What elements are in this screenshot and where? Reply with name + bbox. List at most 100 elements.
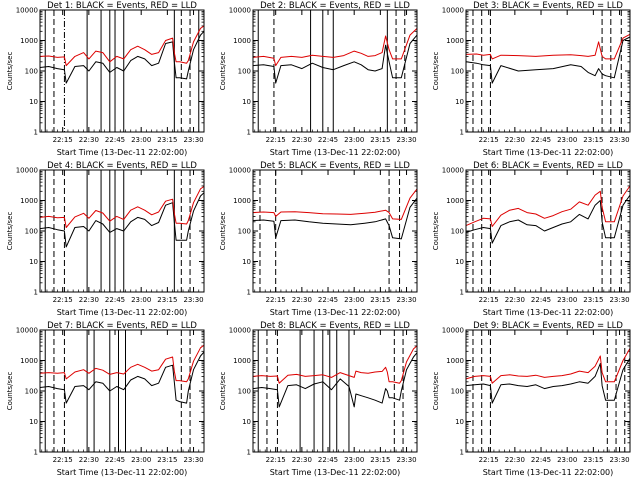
panel-chart-svg: Det 1: BLACK = Events, RED = LLD Counts/s… (6, 1, 205, 157)
x-tick-label: 22:45 (531, 456, 551, 464)
x-tick-label: 23:00 (557, 136, 577, 144)
y-axis-label: Counts/sec (432, 212, 440, 251)
x-tick-label: 22:15 (266, 136, 286, 144)
panel-title: Det 3: BLACK = Events, RED = LLD (473, 1, 623, 11)
panel-chart-svg: Det 7: BLACK = Events, RED = LLD Counts/s… (6, 321, 205, 477)
events-series-line (465, 357, 631, 404)
x-tick-label: 23:15 (370, 456, 390, 464)
x-tick-label: 23:15 (157, 296, 177, 304)
y-tick-label: 1000 (233, 37, 251, 45)
x-axis-label: Start Time (13-Dec-11 22:02:00) (57, 148, 188, 157)
x-tick-label: 22:45 (105, 456, 125, 464)
x-axis-label: Start Time (13-Dec-11 22:02:00) (483, 308, 614, 317)
x-axis-label: Start Time (13-Dec-11 22:02:00) (483, 468, 614, 477)
plot-frame (252, 169, 418, 293)
y-tick-label: 10 (455, 418, 464, 426)
y-tick-label: 10 (242, 98, 251, 106)
lld-series-line (252, 28, 418, 67)
x-tick-label: 23:30 (609, 456, 629, 464)
x-tick-label: 22:30 (79, 136, 99, 144)
x-tick-label: 23:00 (131, 296, 151, 304)
x-tick-label: 22:30 (292, 456, 312, 464)
y-tick-label: 100 (238, 388, 251, 396)
y-tick-label: 100 (25, 228, 38, 236)
x-tick-label: 23:30 (396, 136, 416, 144)
y-tick-label: 1 (247, 129, 251, 137)
plot-frame (39, 169, 205, 293)
y-tick-label: 1000 (20, 37, 38, 45)
events-series-line (252, 197, 418, 240)
y-tick-label: 100 (451, 388, 464, 396)
x-tick-label: 22:30 (505, 456, 525, 464)
x-tick-label: 22:45 (318, 456, 338, 464)
detector-panel-7: Det 7: BLACK = Events, RED = LLD Counts/s… (0, 320, 213, 480)
y-tick-label: 10000 (229, 327, 251, 335)
detector-panel-2: Det 2: BLACK = Events, RED = LLD Counts/s… (213, 0, 426, 160)
lld-series-line (39, 25, 205, 67)
x-tick-label: 23:15 (583, 296, 603, 304)
x-tick-label: 22:15 (479, 136, 499, 144)
x-axis-label: Start Time (13-Dec-11 22:02:00) (270, 148, 401, 157)
plot-frame (465, 329, 631, 453)
events-series-line (39, 192, 205, 248)
y-tick-label: 1 (460, 129, 464, 137)
panel-chart-svg: Det 9: BLACK = Events, RED = LLD Counts/s… (432, 321, 631, 477)
x-tick-label: 22:15 (53, 456, 73, 464)
x-tick-label: 23:00 (557, 296, 577, 304)
panel-title: Det 4: BLACK = Events, RED = LLD (47, 161, 197, 171)
x-tick-label: 22:30 (505, 136, 525, 144)
y-axis-label: Counts/sec (432, 372, 440, 411)
plot-frame (465, 9, 631, 133)
y-axis-label: Counts/sec (6, 212, 14, 251)
x-tick-label: 22:45 (318, 136, 338, 144)
panel-title: Det 6: BLACK = Events, RED = LLD (473, 161, 623, 171)
x-tick-label: 23:00 (344, 296, 364, 304)
detector-panel-5: Det 5: BLACK = Events, RED = LLD Counts/s… (213, 160, 426, 320)
x-tick-label: 23:00 (344, 136, 364, 144)
x-tick-label: 22:30 (79, 456, 99, 464)
y-tick-label: 1000 (446, 37, 464, 45)
y-tick-label: 10 (242, 258, 251, 266)
y-tick-label: 10000 (442, 327, 464, 335)
detector-panel-6: Det 6: BLACK = Events, RED = LLD Counts/s… (426, 160, 639, 320)
y-tick-label: 1000 (233, 357, 251, 365)
y-tick-label: 10000 (229, 167, 251, 175)
y-tick-label: 1000 (446, 197, 464, 205)
x-tick-label: 22:45 (105, 296, 125, 304)
y-tick-label: 100 (451, 68, 464, 76)
panel-title: Det 2: BLACK = Events, RED = LLD (260, 1, 410, 11)
lld-series-line (39, 344, 205, 383)
detector-panel-9: Det 9: BLACK = Events, RED = LLD Counts/s… (426, 320, 639, 480)
x-tick-label: 23:15 (370, 136, 390, 144)
y-axis-label: Counts/sec (219, 212, 227, 251)
x-tick-label: 22:45 (105, 136, 125, 144)
detector-panel-8: Det 8: BLACK = Events, RED = LLD Counts/s… (213, 320, 426, 480)
panel-chart-svg: Det 5: BLACK = Events, RED = LLD Counts/s… (219, 161, 418, 317)
x-tick-label: 23:00 (557, 456, 577, 464)
x-tick-label: 23:15 (583, 136, 603, 144)
x-tick-label: 22:30 (505, 296, 525, 304)
y-tick-label: 10000 (16, 7, 38, 15)
y-tick-label: 100 (238, 68, 251, 76)
x-axis-label: Start Time (13-Dec-11 22:02:00) (270, 308, 401, 317)
y-tick-label: 10000 (16, 327, 38, 335)
x-tick-label: 23:30 (183, 136, 203, 144)
events-series-line (252, 352, 418, 408)
x-axis-label: Start Time (13-Dec-11 22:02:00) (483, 148, 614, 157)
y-tick-label: 10 (29, 418, 38, 426)
panel-title: Det 1: BLACK = Events, RED = LLD (47, 1, 197, 11)
x-tick-label: 22:30 (292, 136, 312, 144)
panel-chart-svg: Det 2: BLACK = Events, RED = LLD Counts/s… (219, 1, 418, 157)
x-axis-label: Start Time (13-Dec-11 22:02:00) (57, 308, 188, 317)
y-tick-label: 1000 (20, 357, 38, 365)
x-tick-label: 22:15 (53, 136, 73, 144)
y-tick-label: 10000 (442, 7, 464, 15)
x-tick-label: 22:15 (479, 296, 499, 304)
plot-frame (252, 9, 418, 133)
y-tick-label: 1 (247, 289, 251, 297)
x-tick-label: 23:30 (609, 136, 629, 144)
y-tick-label: 1 (34, 129, 38, 137)
x-tick-label: 22:30 (79, 296, 99, 304)
x-tick-label: 23:00 (131, 136, 151, 144)
panel-chart-svg: Det 6: BLACK = Events, RED = LLD Counts/s… (432, 161, 631, 317)
